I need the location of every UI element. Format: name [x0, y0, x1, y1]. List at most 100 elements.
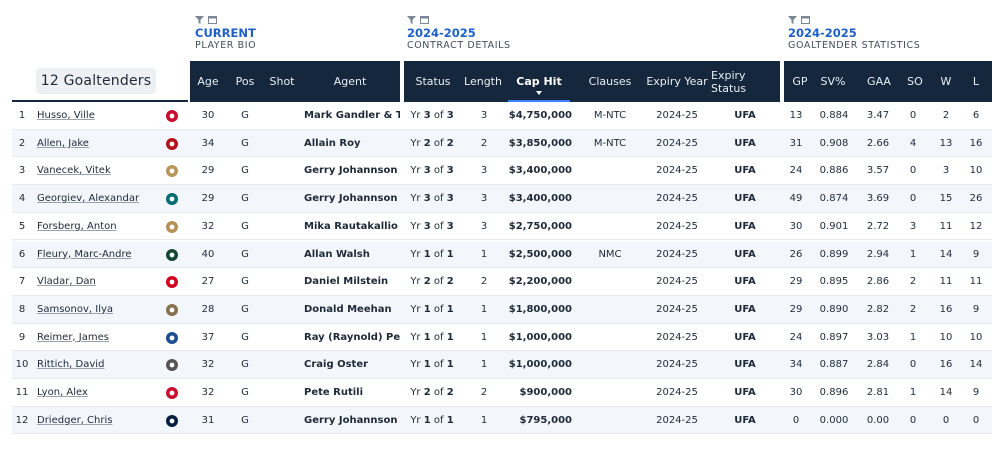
rank-cell: 12 — [15, 414, 29, 426]
agent-link[interactable]: Gerry Johannson — [304, 193, 398, 205]
length-cell: 3 — [480, 193, 488, 205]
expiry-status-cell: UFA — [734, 387, 756, 398]
player-name-link[interactable]: Husso, Ville — [37, 110, 95, 121]
position-cell: G — [241, 165, 249, 177]
table-row[interactable]: 12 Driedger, Chris 31 G Gerry Johannson … — [12, 406, 992, 435]
player-name-link[interactable]: Georgiev, Alexandar — [37, 193, 140, 205]
table-row[interactable]: 5 Forsberg, Anton 32 G Mika Rautakallio … — [12, 213, 992, 241]
table-row[interactable]: 2 Allen, Jake 34 G Allain Roy Yr 2 of 2 … — [12, 129, 992, 158]
length-cell: 1 — [480, 359, 488, 371]
window-icon[interactable] — [801, 16, 810, 24]
age-cell: 27 — [201, 276, 215, 288]
agent-link[interactable]: Gerry Johannson — [304, 165, 398, 177]
position-cell: G — [241, 303, 249, 315]
column-header-shot[interactable]: Shot — [269, 75, 295, 88]
group-header-goaltender-statistics: 2024-2025 GOALTENDER STATISTICS — [788, 14, 920, 52]
contract-year-total: 1 — [446, 248, 454, 260]
player-name-link[interactable]: Forsberg, Anton — [37, 220, 117, 232]
expiry-status-cell: UFA — [734, 110, 756, 121]
agent-link[interactable]: Craig Oster — [304, 359, 369, 371]
player-name-link[interactable]: Vladar, Dan — [37, 276, 96, 288]
player-name-link[interactable]: Vanecek, Vitek — [37, 165, 111, 177]
sabres-logo-icon — [166, 331, 178, 344]
expiry-year-cell: 2024-25 — [656, 248, 698, 260]
player-name-link[interactable]: Samsonov, Ilya — [37, 303, 114, 315]
contract-year-of: of — [433, 137, 444, 149]
table-row[interactable]: 8 Samsonov, Ilya 28 G Donald Meehan Yr 1… — [12, 295, 992, 324]
window-icon[interactable] — [420, 16, 429, 24]
contract-year-label: Yr — [410, 165, 421, 177]
column-header-length[interactable]: Length — [464, 75, 502, 88]
shot-cell — [265, 268, 299, 295]
contract-status-cell: Yr 3 of 3 — [406, 213, 458, 240]
contract-year-of: of — [433, 220, 444, 232]
column-header-so[interactable]: SO — [907, 75, 923, 88]
column-header-svp[interactable]: SV% — [820, 75, 846, 88]
player-name-link[interactable]: Driedger, Chris — [37, 414, 113, 426]
gaa-cell: 3.69 — [866, 193, 890, 205]
length-cell: 3 — [480, 220, 488, 232]
column-header-expiry-status[interactable]: Expiry Status — [711, 68, 747, 95]
contract-year-label: Yr — [410, 359, 421, 371]
table-row[interactable]: 7 Vladar, Dan 27 G Daniel Milstein Yr 2 … — [12, 268, 992, 296]
filter-icon[interactable] — [407, 16, 416, 24]
contract-year-label: Yr — [410, 110, 421, 121]
column-header-gaa[interactable]: GAA — [867, 75, 891, 88]
svp-cell: 0.890 — [819, 303, 849, 315]
agent-link[interactable]: Pete Rutili — [304, 387, 364, 398]
svp-cell: 0.000 — [819, 414, 849, 426]
clauses-cell — [580, 407, 640, 434]
agent-link[interactable]: Allan Walsh — [304, 248, 370, 260]
column-header-status[interactable]: Status — [415, 75, 451, 88]
table-row[interactable]: 11 Lyon, Alex 32 G Pete Rutili Yr 2 of 2… — [12, 379, 992, 407]
agent-link[interactable]: Mika Rautakallio — [304, 220, 398, 232]
gaa-cell: 2.84 — [866, 359, 890, 371]
l-cell: 10 — [969, 331, 983, 343]
column-header-pos[interactable]: Pos — [235, 75, 255, 88]
gaa-cell: 3.03 — [866, 331, 890, 343]
player-name-link[interactable]: Rittich, David — [37, 359, 105, 371]
column-header-agent[interactable]: Agent — [333, 75, 367, 88]
gp-cell: 49 — [789, 193, 803, 205]
clauses-cell: NMC — [598, 248, 622, 260]
table-row[interactable]: 9 Reimer, James 37 G Ray (Raynold) Pet..… — [12, 324, 992, 352]
agent-link[interactable]: Daniel Milstein — [304, 276, 389, 288]
svp-cell: 0.896 — [819, 387, 849, 398]
filter-icon[interactable] — [195, 16, 204, 24]
table-row[interactable]: 10 Rittich, David 32 G Craig Oster Yr 1 … — [12, 351, 992, 379]
column-header-l[interactable]: L — [972, 75, 980, 88]
table-row[interactable]: 6 Fleury, Marc-Andre 40 G Allan Walsh Yr… — [12, 240, 992, 269]
group-title: 2024-2025 — [788, 26, 857, 40]
column-header-clauses[interactable]: Clauses — [588, 75, 632, 88]
player-name-link[interactable]: Reimer, James — [37, 331, 109, 343]
contract-year-of: of — [433, 359, 444, 371]
column-header-age[interactable]: Age — [197, 75, 219, 88]
agent-link[interactable]: Donald Meehan — [304, 303, 392, 315]
contract-year-total: 1 — [446, 359, 454, 371]
agent-link[interactable]: Mark Gandler & T... — [304, 110, 400, 121]
clauses-cell — [580, 324, 640, 351]
player-name-link[interactable]: Lyon, Alex — [37, 387, 88, 398]
window-icon[interactable] — [208, 16, 217, 24]
agent-link[interactable]: Allain Roy — [304, 137, 361, 149]
gaa-cell: 2.81 — [866, 387, 890, 398]
contract-year-total: 1 — [446, 303, 454, 315]
table-row[interactable]: 3 Vanecek, Vitek 29 G Gerry Johannson Yr… — [12, 157, 992, 186]
player-name-link[interactable]: Fleury, Marc-Andre — [37, 248, 132, 260]
agent-link[interactable]: Gerry Johannson — [304, 414, 398, 426]
rank-cell: 1 — [18, 110, 26, 121]
column-header-cap-hit[interactable]: Cap Hit — [506, 61, 572, 102]
rank-cell: 5 — [18, 220, 26, 232]
w-cell: 10 — [939, 331, 953, 343]
table-row[interactable]: 1 Husso, Ville 30 G Mark Gandler & T... … — [12, 102, 992, 130]
group-title: CURRENT — [195, 26, 256, 40]
column-header-w[interactable]: W — [940, 75, 952, 88]
agent-link[interactable]: Ray (Raynold) Pet... — [304, 331, 400, 343]
rank-cell: 2 — [18, 137, 26, 149]
player-name-link[interactable]: Allen, Jake — [37, 137, 89, 149]
position-cell: G — [241, 414, 249, 426]
table-row[interactable]: 4 Georgiev, Alexandar 29 G Gerry Johanns… — [12, 185, 992, 213]
column-header-expiry-year[interactable]: Expiry Year — [646, 75, 708, 88]
column-header-gp[interactable]: GP — [792, 75, 808, 88]
filter-icon[interactable] — [788, 16, 797, 24]
